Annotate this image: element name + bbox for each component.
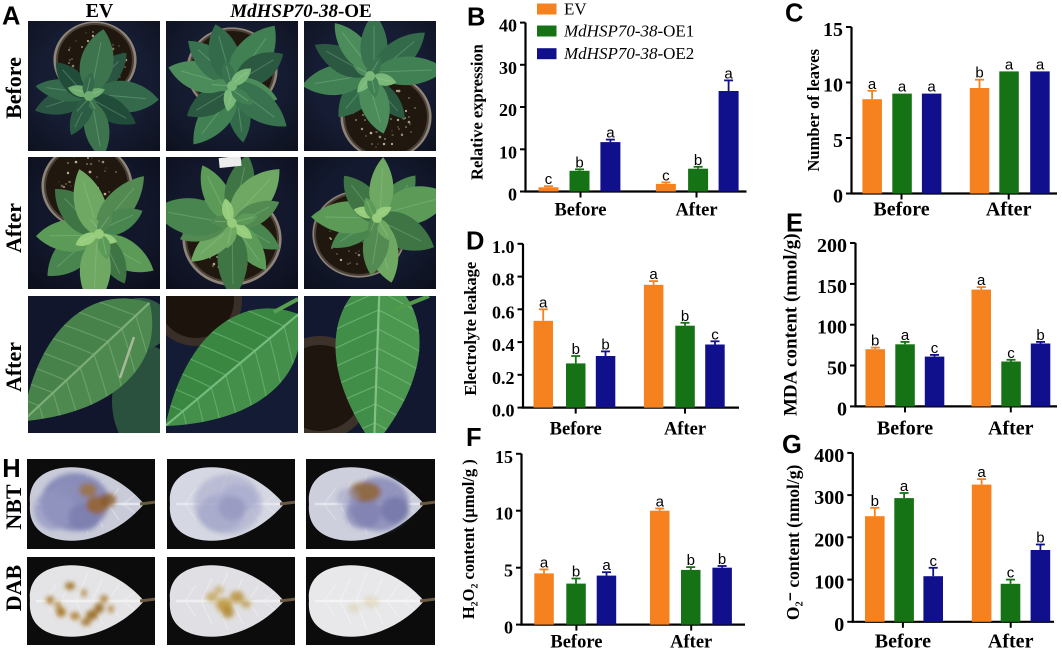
svg-text:A: A [2,3,20,31]
svg-text:b: b [1036,327,1044,344]
svg-text:Before: Before [873,199,929,221]
svg-text:b: b [687,552,695,569]
svg-text:0: 0 [837,398,847,420]
svg-text:0: 0 [833,186,843,208]
svg-text:400: 400 [814,445,844,467]
svg-text:10: 10 [495,504,513,524]
svg-text:B: B [467,3,485,31]
svg-text:H: H [2,455,20,483]
svg-text:a: a [1005,56,1014,73]
svg-text:10: 10 [499,142,517,162]
svg-text:5: 5 [504,561,513,581]
svg-text:a: a [977,272,986,289]
svg-text:Relative expression: Relative expression [468,44,487,180]
svg-text:a: a [540,554,549,571]
svg-text:0.2: 0.2 [492,368,515,388]
svg-text:a: a [649,266,658,283]
svg-text:G: G [782,431,802,459]
svg-text:200: 200 [814,529,844,551]
svg-text:b: b [572,341,580,358]
svg-text:a: a [539,294,548,311]
svg-text:a: a [724,65,733,82]
svg-text:C: C [785,0,803,28]
svg-text:0: 0 [834,614,844,636]
svg-text:a: a [602,557,611,574]
svg-text:After: After [988,631,1034,649]
svg-text:c: c [711,326,719,343]
svg-text:H₂O₂ content (μmol/g ): H₂O₂ content (μmol/g ) [459,459,478,619]
svg-text:a: a [927,79,936,96]
svg-text:40: 40 [499,16,517,36]
svg-text:a: a [977,464,986,481]
svg-text:0.4: 0.4 [492,335,515,355]
svg-text:0.8: 0.8 [492,270,515,290]
svg-text:200: 200 [817,235,847,257]
svg-text:150: 150 [817,276,847,298]
svg-text:0: 0 [504,618,513,638]
svg-text:EV: EV [564,0,587,19]
svg-text:300: 300 [814,487,844,509]
svg-text:Before: Before [554,201,606,221]
svg-text:Before: Before [550,633,602,649]
svg-text:c: c [931,340,939,357]
svg-text:After: After [675,201,717,221]
svg-text:c: c [662,167,670,184]
svg-text:15: 15 [823,19,843,41]
svg-text:a: a [606,125,615,142]
svg-text:20: 20 [499,100,517,120]
svg-text:Before: Before [875,631,931,649]
svg-text:c: c [1007,565,1015,582]
svg-text:c: c [929,553,937,570]
svg-text:b: b [601,336,609,353]
svg-text:0: 0 [508,185,517,205]
svg-text:1.0: 1.0 [492,237,515,257]
svg-text:Before: Before [877,418,933,440]
svg-text:b: b [1036,530,1044,547]
svg-text:b: b [871,333,879,350]
svg-text:After: After [986,199,1032,221]
svg-text:Number of leaves: Number of leaves [804,48,823,171]
svg-text:b: b [681,308,689,325]
svg-text:30: 30 [499,58,517,78]
svg-text:After: After [664,420,706,440]
svg-text:a: a [900,478,909,495]
svg-text:O₂⁻ content (nmol/g): O₂⁻ content (nmol/g) [783,464,803,620]
svg-text:a: a [868,76,877,93]
svg-text:D: D [466,228,484,256]
svg-text:b: b [975,65,983,82]
svg-text:b: b [572,564,580,581]
svg-text:0.0: 0.0 [492,401,515,421]
svg-text:100: 100 [814,572,844,594]
svg-text:a: a [898,79,907,96]
svg-text:Before: Before [550,420,602,440]
svg-text:c: c [545,171,553,188]
svg-text:MdHSP70-38-OE1: MdHSP70-38-OE1 [563,22,694,41]
svg-text:MDA content (nmol/g): MDA content (nmol/g) [781,233,802,416]
svg-text:MdHSP70-38-OE2: MdHSP70-38-OE2 [563,44,694,63]
svg-text:15: 15 [495,447,513,467]
svg-text:b: b [718,551,726,568]
svg-text:c: c [1007,345,1015,362]
svg-text:a: a [901,327,910,344]
svg-text:b: b [871,493,879,510]
svg-text:E: E [786,209,803,237]
svg-text:0.6: 0.6 [492,302,515,322]
svg-text:b: b [575,154,583,171]
svg-text:a: a [656,494,665,511]
svg-text:F: F [466,424,482,452]
svg-text:100: 100 [817,317,847,339]
svg-text:a: a [1036,56,1045,73]
svg-text:b: b [694,152,702,169]
svg-text:After: After [988,418,1034,440]
svg-text:After: After [670,633,712,649]
svg-text:10: 10 [823,75,843,97]
svg-text:50: 50 [827,358,847,380]
svg-text:5: 5 [833,130,843,152]
svg-text:Electrolyte leakage: Electrolyte leakage [461,262,480,396]
